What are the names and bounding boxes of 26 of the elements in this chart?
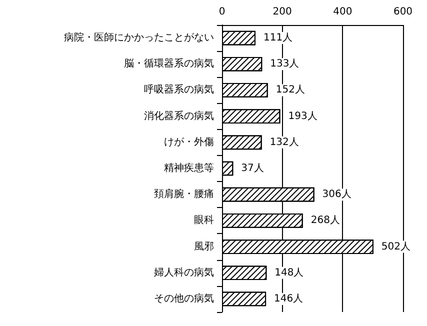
x-tick-label: 600	[393, 6, 413, 18]
data-label: 146人	[274, 293, 304, 304]
x-tick-label: 200	[272, 6, 292, 18]
data-label: 133人	[270, 58, 300, 70]
x-tick-label: 0	[218, 6, 226, 18]
y-tick-label: 頚肩腕・腰痛	[154, 188, 214, 200]
y-tick-label: 脳・循環器系の病気	[124, 58, 214, 70]
data-label: 306人	[322, 189, 352, 200]
data-label: 502人	[381, 241, 411, 252]
y-tick-label: その他の病気	[154, 292, 214, 304]
y-tick-label: 消化器系の病気	[144, 110, 214, 122]
data-label: 268人	[310, 215, 340, 226]
data-label: 148人	[274, 267, 304, 278]
y-tick-label: けが・外傷	[164, 136, 214, 148]
data-label: 111人	[263, 32, 293, 44]
y-tick-label: 眼科	[194, 214, 214, 226]
y-tick-label: 病院・医師にかかったことがない	[64, 32, 214, 44]
data-label: 37人	[241, 163, 264, 174]
data-label: 132人	[270, 136, 299, 148]
data-label: 152人	[276, 84, 305, 96]
x-tick-label: 400	[333, 6, 352, 18]
y-tick-label: 婦人科の病気	[154, 266, 214, 278]
y-tick-label: 精神疾患等	[164, 162, 214, 174]
y-tick-label: 風邪	[194, 241, 214, 252]
data-label: 193人	[288, 110, 318, 122]
y-tick-label: 呼吸器系の病気	[144, 84, 214, 96]
